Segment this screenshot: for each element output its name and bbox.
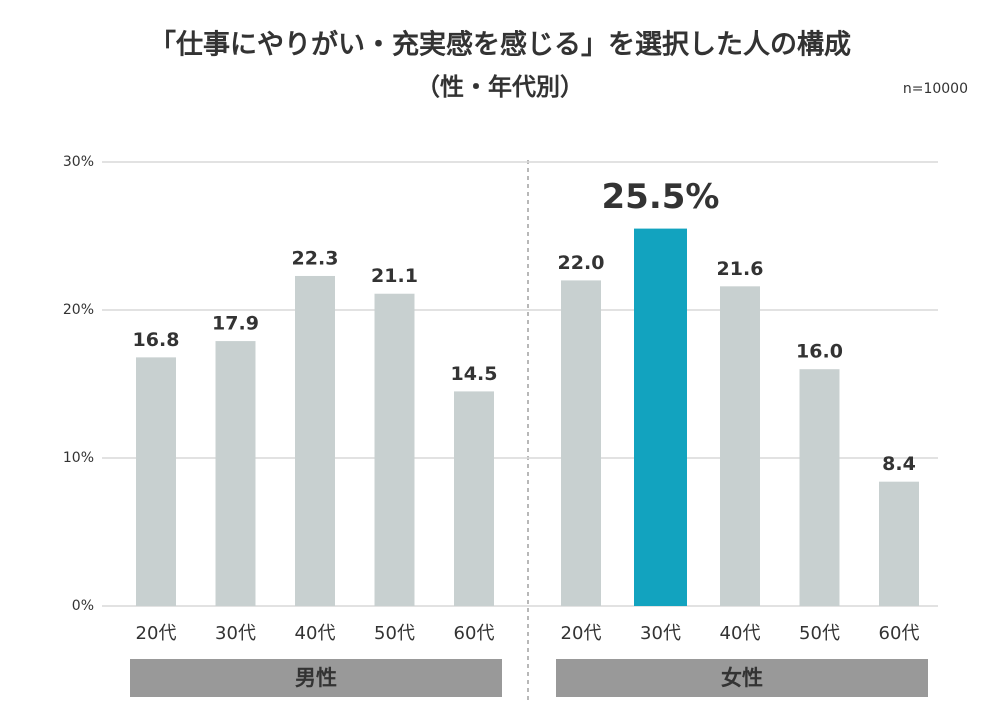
x-tick-label: 30代 [640, 623, 681, 644]
bar [136, 357, 176, 606]
y-tick-label: 0% [72, 598, 94, 614]
sample-note: n=10000 [903, 81, 968, 97]
x-tick-label: 20代 [561, 623, 602, 644]
value-label: 14.5 [451, 363, 498, 385]
value-label: 25.5% [602, 177, 720, 217]
x-tick-label: 50代 [374, 623, 415, 644]
bar [879, 481, 919, 606]
y-tick-label: 30% [63, 154, 94, 170]
value-label: 21.6 [717, 258, 764, 280]
group-box [556, 659, 928, 697]
chart-subtitle: （性・年代別） [416, 73, 584, 101]
bar [454, 391, 494, 606]
bar [215, 341, 256, 606]
x-tick-label: 30代 [215, 623, 256, 644]
value-label: 22.3 [292, 247, 339, 269]
group-box [130, 659, 502, 697]
value-label: 8.4 [882, 453, 916, 475]
value-label: 17.9 [212, 313, 259, 335]
value-label: 16.8 [133, 329, 180, 351]
chart-title: 「仕事にやりがい・充実感を感じる」を選択した人の構成 [149, 29, 851, 61]
value-label: 16.0 [796, 341, 843, 363]
bar [561, 280, 601, 606]
group-label: 女性 [721, 666, 763, 690]
bar [374, 293, 415, 606]
x-tick-label: 50代 [799, 623, 840, 644]
x-tick-label: 60代 [879, 623, 920, 644]
x-tick-label: 20代 [136, 623, 177, 644]
x-tick-label: 40代 [720, 623, 761, 644]
value-label: 21.1 [371, 265, 418, 287]
bar [720, 286, 760, 606]
x-tick-label: 60代 [454, 623, 495, 644]
value-label: 22.0 [558, 252, 605, 274]
bar [295, 275, 335, 606]
group-label: 男性 [295, 666, 337, 690]
x-tick-label: 40代 [295, 623, 336, 644]
y-tick-label: 20% [63, 302, 94, 318]
bar [799, 369, 840, 606]
y-tick-label: 10% [63, 450, 94, 466]
bar [634, 228, 687, 606]
